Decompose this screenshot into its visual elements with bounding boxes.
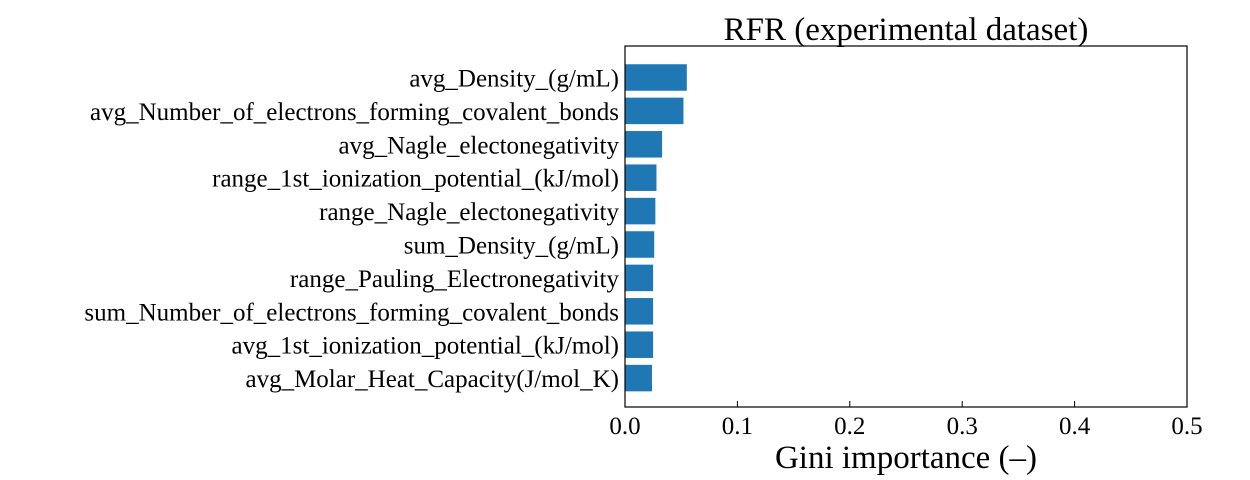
x-tick-label: 0.3 [947,413,978,440]
x-tick-label: 0.5 [1171,413,1202,440]
bar [625,131,663,158]
x-tick-label: 0.1 [722,413,753,440]
bar [625,231,655,258]
y-tick-label: range_1st_ionization_potential_(kJ/mol) [212,166,619,193]
y-tick-label: range_Nagle_electonegativity [319,199,619,226]
y-tick-label: avg_Number_of_electrons_forming_covalent… [90,99,619,126]
x-tick-label: 0.4 [1059,413,1091,440]
bar [625,197,656,225]
x-tick-label: 0.2 [834,413,865,440]
bar [625,64,687,91]
bar [625,364,652,392]
y-tick-label: avg_Molar_Heat_Capacity(J/mol_K) [245,366,619,393]
bar [625,298,654,325]
plot-frame [624,45,1188,408]
x-ticks: 0.0 0.1 0.2 0.3 0.4 0.5 [609,401,1203,440]
bar [625,164,657,191]
y-tick-label: avg_1st_ionization_potential_(kJ/mol) [232,333,619,360]
x-tick-label: 0.0 [609,413,640,440]
chart-title: RFR (experimental dataset) [724,12,1089,48]
y-tick-label: range_Pauling_Electronegativity [290,266,620,293]
x-axis-label: Gini importance (–) [775,440,1037,476]
y-tick-labels: avg_Density_(g/mL) avg_Number_of_electron… [84,66,619,394]
y-tick-label: sum_Number_of_electrons_forming_covalent… [84,299,619,326]
bar [625,97,684,125]
bar [625,264,654,292]
y-tick-label: avg_Density_(g/mL) [409,66,619,93]
y-tick-label: avg_Nagle_electonegativity [339,132,620,159]
y-tick-label: sum_Density_(g/mL) [404,233,619,260]
bars-group [625,64,687,392]
bar [625,331,654,358]
